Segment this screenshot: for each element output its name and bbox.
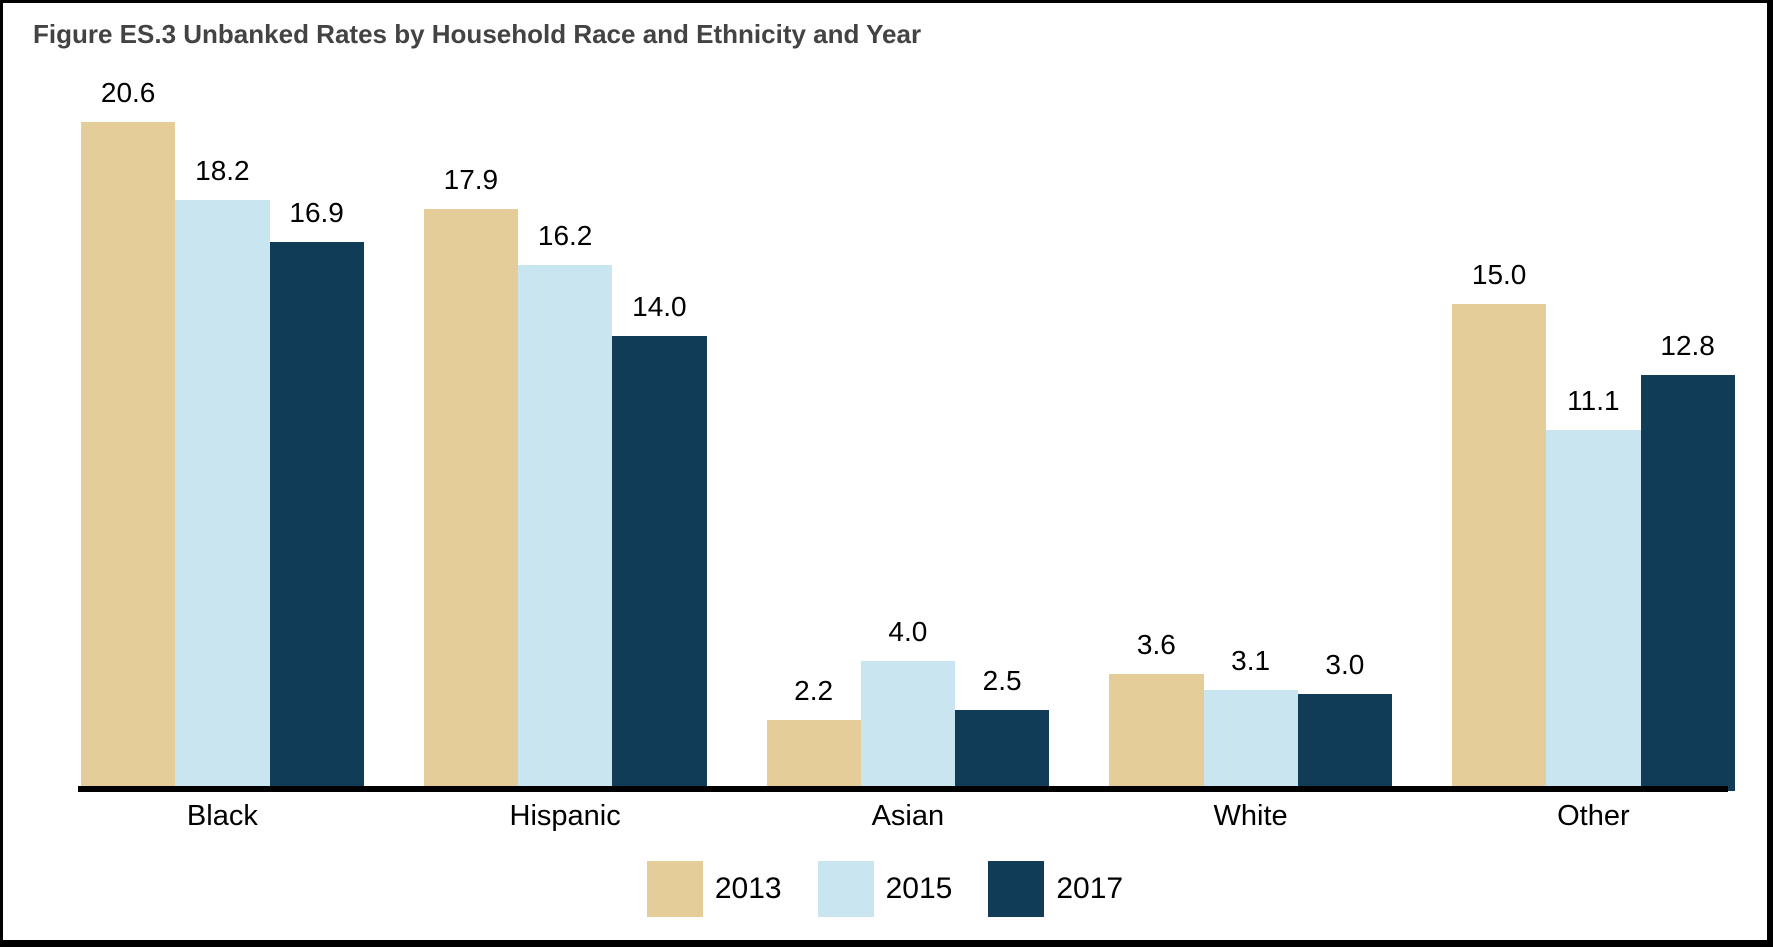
category-label-black: Black (186, 800, 258, 832)
bar-value-label: 2.2 (794, 674, 834, 706)
bar-asian-2017 (955, 709, 1050, 791)
bar-other-2015 (1546, 430, 1641, 791)
legend: 2013 2015 2017 (3, 861, 1767, 917)
bar-white-2013 (1109, 674, 1204, 791)
legend-swatch-2015 (817, 861, 874, 917)
legend-label: 2013 (714, 872, 782, 905)
bar-hispanic-2013 (423, 209, 518, 791)
bar-other-2013 (1452, 303, 1547, 791)
legend-swatch-2013 (646, 861, 703, 917)
bar-value-label: 20.6 (100, 76, 156, 108)
bar-white-2015 (1203, 690, 1298, 791)
bar-value-label: 15.0 (1471, 258, 1527, 290)
category-label-hispanic: Hispanic (509, 800, 621, 832)
bar-value-label: 2.5 (982, 664, 1022, 696)
bar-value-label: 16.9 (289, 196, 344, 228)
legend-item-2017: 2017 (988, 861, 1123, 917)
x-axis-line (78, 786, 1728, 792)
bar-black-2013 (81, 121, 176, 791)
category-label-asian: Asian (871, 800, 945, 832)
legend-label: 2015 (885, 872, 953, 905)
bar-value-label: 3.6 (1136, 629, 1176, 660)
bar-black-2015 (175, 199, 270, 791)
bar-other-2017 (1640, 375, 1735, 791)
bar-white-2017 (1297, 693, 1392, 791)
bar-value-label: 11.1 (1567, 385, 1620, 417)
category-label-other: Other (1557, 800, 1630, 832)
bar-value-label: 18.2 (195, 154, 250, 186)
bar-value-label: 17.9 (443, 164, 499, 196)
legend-item-2013: 2013 (646, 861, 782, 917)
chart-title: Figure ES.3 Unbanked Rates by Household … (33, 19, 922, 49)
bar-value-label: 16.2 (537, 219, 593, 251)
bar-black-2017 (269, 241, 364, 791)
legend-swatch-2017 (988, 861, 1045, 917)
legend-label: 2017 (1056, 872, 1124, 905)
category-label-white: White (1213, 800, 1288, 832)
bar-value-label: 4.0 (888, 616, 928, 647)
legend-item-2015: 2015 (817, 861, 953, 917)
bar-hispanic-2015 (518, 264, 613, 791)
bar-value-label: 3.1 (1231, 645, 1271, 677)
bar-value-label: 14.0 (632, 291, 687, 322)
bar-hispanic-2017 (612, 336, 707, 791)
plot-area: 20.6 18.2 16.9 Black 17.9 16.2 14.0 Hispanic 2.2… (3, 3, 1767, 940)
bar-value-label: 12.8 (1660, 330, 1715, 361)
bar-asian-2013 (766, 719, 861, 791)
bar-asian-2015 (860, 661, 955, 791)
bar-value-label: 3.0 (1325, 648, 1365, 680)
